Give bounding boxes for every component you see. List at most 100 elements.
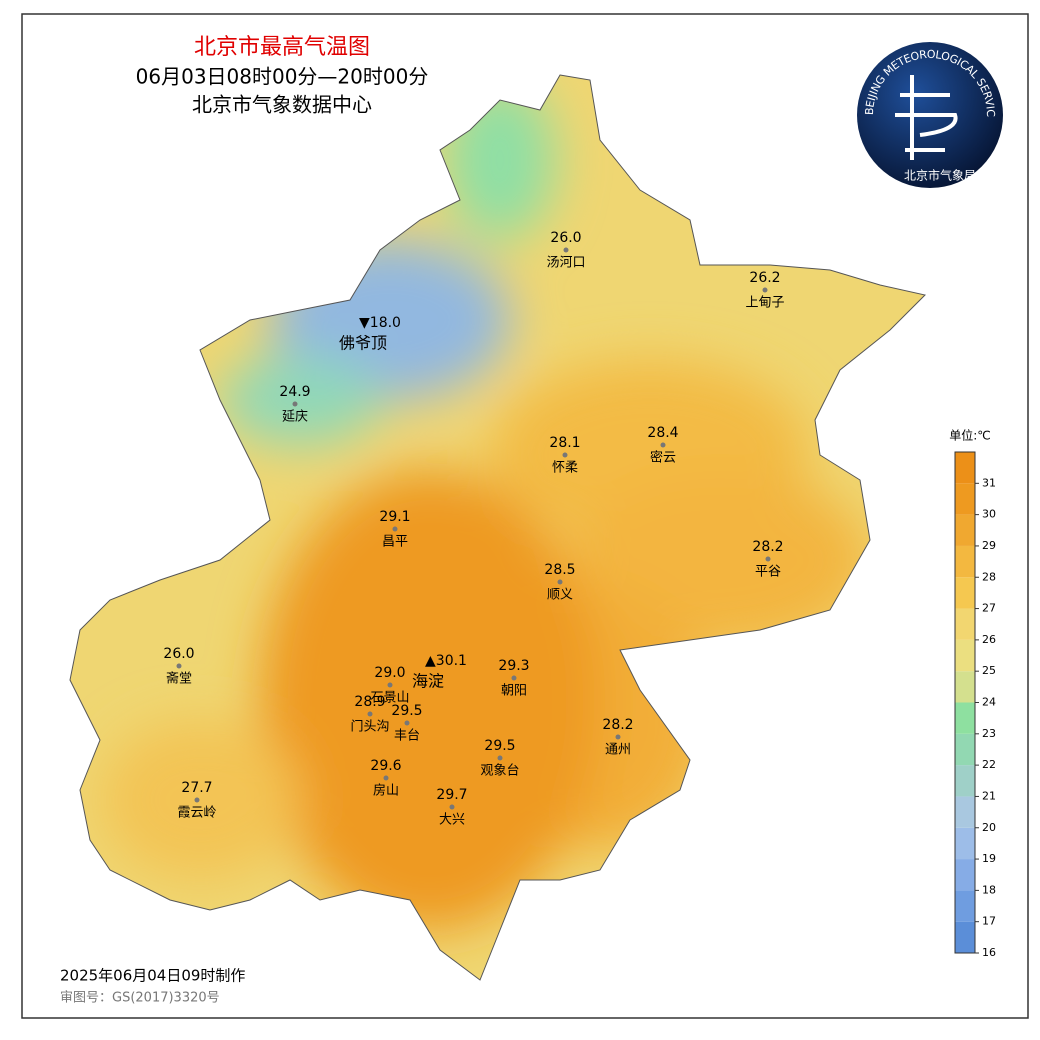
station-value: 26.0 <box>550 230 581 246</box>
legend-tick-label: 18 <box>982 883 996 896</box>
station-name: 顺义 <box>547 588 573 603</box>
station-dot <box>615 734 621 740</box>
station-value: 28.9 <box>354 694 385 710</box>
legend-band <box>955 514 975 546</box>
legend-tick-label: 19 <box>982 852 996 865</box>
legend-tick-label: 29 <box>982 539 996 552</box>
legend-band <box>955 608 975 640</box>
station-dot <box>762 287 768 293</box>
station-name: 平谷 <box>755 565 781 580</box>
station-dot <box>563 247 569 253</box>
legend-band <box>955 733 975 766</box>
station-value: 28.5 <box>544 562 575 578</box>
frame <box>21 13 1029 1019</box>
station-dot <box>497 755 503 761</box>
legend-band <box>955 796 975 828</box>
station-name: 朝阳 <box>501 684 527 699</box>
station-dot <box>387 682 393 688</box>
min-station: 佛爷顶 <box>339 334 387 353</box>
legend-band <box>955 483 975 515</box>
title: 北京市最高气温图 <box>194 35 370 60</box>
station-name: 霞云岭 <box>177 806 216 821</box>
station-name: 昌平 <box>382 535 408 550</box>
station-dot <box>511 675 517 681</box>
legend-band <box>955 827 975 860</box>
legend-tick-label: 25 <box>982 664 996 677</box>
station-dot <box>392 526 398 532</box>
station-name: 斋堂 <box>166 671 192 687</box>
station-value: 27.7 <box>181 780 212 796</box>
legend-tick-label: 26 <box>982 633 996 646</box>
legend-tick-label: 30 <box>982 508 996 521</box>
legend-band <box>955 671 975 703</box>
station-dot <box>176 663 182 669</box>
station-dot <box>194 797 200 803</box>
station-name: 汤河口 <box>546 256 585 271</box>
logo-ring-text: BEIJING METEOROLOGICAL SERVICE <box>0 0 997 117</box>
station-value: 29.3 <box>498 658 529 674</box>
legend-band <box>955 452 975 484</box>
station-dot <box>292 401 298 407</box>
city-border <box>69 74 926 981</box>
legend-tick-label: 17 <box>982 915 996 928</box>
station-dot <box>765 556 771 562</box>
station-value: 29.0 <box>374 665 405 681</box>
min-label: ▼18.0 <box>359 315 401 331</box>
legend-tick-label: 28 <box>982 570 996 583</box>
legend: 16 17 18 19 20 21 22 23 24 25 26 27 28 29 30 31 <box>954 451 996 959</box>
station-name: 房山 <box>373 783 399 799</box>
station-value: 29.5 <box>484 738 515 754</box>
station-value: 29.1 <box>379 509 410 525</box>
legend-tick-label: 31 <box>982 476 996 489</box>
station-name: 上甸子 <box>745 296 784 311</box>
logo-symbol <box>895 75 958 160</box>
legend-band <box>955 702 975 734</box>
logo-name: 北京市气象局 <box>904 168 976 183</box>
station-dot <box>449 804 455 810</box>
station-value: 24.9 <box>279 384 310 400</box>
station-value: 26.2 <box>749 270 780 286</box>
subtitle: 06月03日08时00分—20时00分 <box>136 65 429 89</box>
stations: 26.0 汤河口 26.2 上甸子 24.9 延庆 28.1 怀柔 28.4 密云 29.1 昌平 28… <box>163 230 784 828</box>
legend-band <box>955 859 975 891</box>
legend-band <box>955 545 975 578</box>
approval: 审图号：GS(2017)3320号 <box>60 991 220 1006</box>
station-value: 28.1 <box>549 435 580 451</box>
legend-tick-label: 24 <box>982 696 996 709</box>
legend-band <box>955 890 975 922</box>
station-value: 29.6 <box>370 758 401 774</box>
legend-band <box>955 639 975 672</box>
max-label: ▲30.1 <box>425 653 467 669</box>
legend-tick-label: 21 <box>982 789 996 802</box>
station-dot <box>383 775 389 781</box>
station-dot <box>404 720 410 726</box>
legend-tick-label: 23 <box>982 727 996 740</box>
legend-band <box>955 921 975 953</box>
station-value: 28.4 <box>647 425 678 441</box>
legend-tick-label: 22 <box>982 758 996 771</box>
agency: 北京市气象数据中心 <box>192 93 372 117</box>
station-value: 28.2 <box>752 539 783 555</box>
station-name: 大兴 <box>439 813 465 828</box>
station-value: 28.2 <box>602 717 633 733</box>
station-name: 门头沟 <box>350 720 389 735</box>
station-name: 延庆 <box>282 410 308 425</box>
station-name: 怀柔 <box>552 461 578 476</box>
max-station: 海淀 <box>412 672 444 691</box>
station-name: 密云 <box>650 450 676 466</box>
station-dot <box>557 579 563 585</box>
legend-tick-label: 16 <box>982 946 996 959</box>
legend-band <box>955 577 975 609</box>
made-time: 2025年06月04日09时制作 <box>60 967 245 985</box>
legend-band <box>955 765 975 797</box>
station-name: 通州 <box>605 743 631 758</box>
station-name: 丰台 <box>394 729 420 744</box>
station-value: 29.5 <box>391 703 422 719</box>
legend-tick-label: 20 <box>982 821 996 834</box>
logo-ring-path: BEIJING METEOROLOGICAL SERVICE <box>0 0 997 117</box>
station-dot <box>367 711 373 717</box>
station-dot <box>660 442 666 448</box>
station-name: 石景山 <box>370 691 409 706</box>
legend-tick-label: 27 <box>982 602 996 615</box>
